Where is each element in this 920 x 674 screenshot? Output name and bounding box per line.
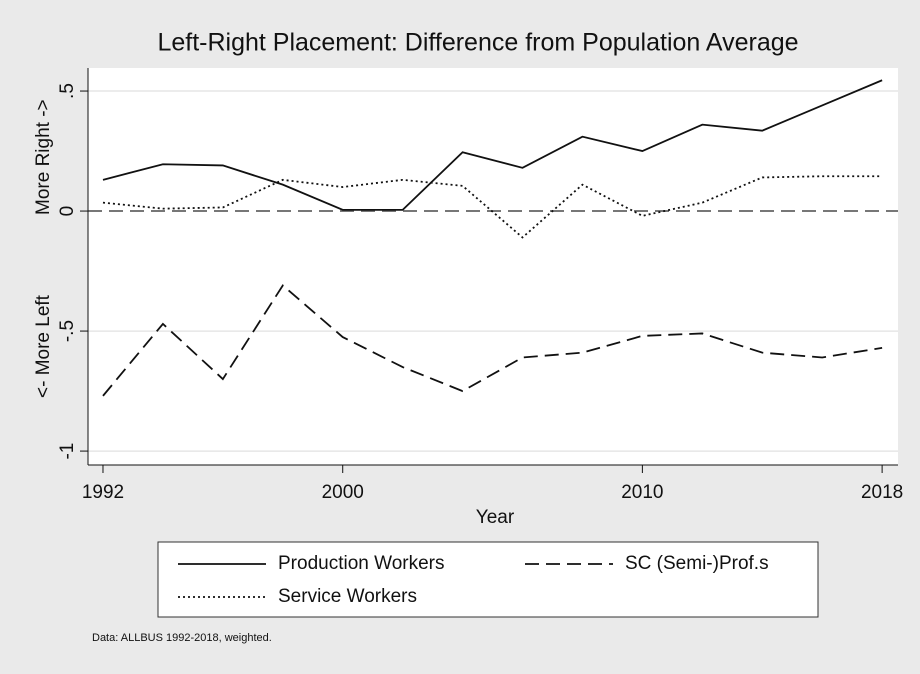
x-tick-label: 1992 — [82, 482, 124, 503]
legend-label: Production Workers — [278, 553, 445, 574]
chart-title: Left-Right Placement: Difference from Po… — [157, 29, 798, 57]
y-tick-label: 0 — [57, 206, 78, 217]
y-axis-title-high: More Right -> — [33, 99, 54, 215]
plot-area — [88, 68, 898, 465]
x-tick-label: 2010 — [621, 482, 663, 503]
note: Data: ALLBUS 1992-2018, weighted. — [92, 632, 272, 644]
y-axis-title-low: <- More Left — [33, 294, 54, 398]
x-tick-label: 2018 — [861, 482, 903, 503]
x-axis-title: Year — [476, 507, 515, 528]
series-line — [102, 79, 883, 211]
y-tick-label: -1 — [57, 443, 78, 460]
x-tick-label: 2000 — [322, 482, 364, 503]
legend-label: SC (Semi-)Prof.s — [625, 553, 769, 574]
legend-label: Service Workers — [278, 586, 417, 607]
y-tick-label: .5 — [57, 83, 78, 99]
legend-box — [157, 541, 819, 618]
series-line — [102, 175, 883, 239]
series-line — [102, 284, 883, 397]
y-tick-label: -.5 — [57, 320, 78, 342]
